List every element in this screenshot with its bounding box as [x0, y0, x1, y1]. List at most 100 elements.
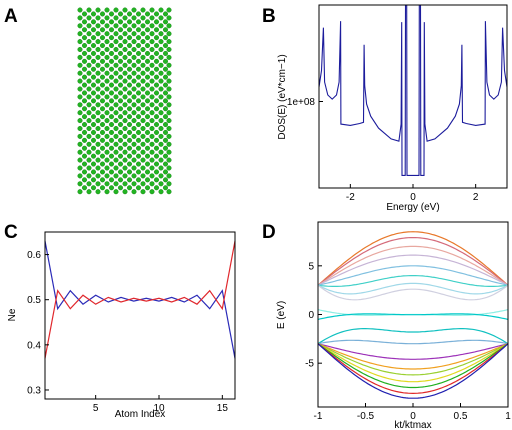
lattice-atom — [122, 189, 128, 195]
lattice-atom — [158, 86, 164, 92]
lattice-atom — [113, 189, 119, 195]
lattice-atom — [166, 133, 172, 139]
lattice-atom — [162, 74, 168, 80]
lattice-atom — [104, 39, 110, 45]
lattice-atom — [104, 15, 110, 21]
lattice-atom — [104, 23, 110, 29]
lattice-atom — [158, 118, 164, 124]
band-structure-plot: -1 -0.5 0 0.5 1 -5 0 5 kt/ktmax E (eV) — [276, 221, 511, 430]
lattice-atom — [140, 86, 146, 92]
lattice-atom — [162, 90, 168, 96]
lattice-atom — [153, 129, 159, 135]
lattice-atom — [122, 39, 128, 45]
lattice-atom — [95, 149, 101, 155]
lattice-atom — [135, 185, 141, 191]
lattice-atom — [149, 181, 155, 187]
band-curve — [317, 237, 509, 286]
lattice-atom — [117, 169, 123, 175]
lattice-atom — [144, 145, 150, 151]
lattice-atom — [104, 157, 110, 163]
lattice-atom — [90, 11, 96, 17]
lattice-atom — [149, 86, 155, 92]
lattice-atom — [86, 141, 92, 147]
lattice-atom — [153, 114, 159, 120]
lattice-atom — [135, 82, 141, 88]
lattice-atom — [95, 181, 101, 187]
lattice-atom — [126, 74, 132, 80]
lattice-atom — [135, 137, 141, 143]
panel-letter-a: A — [4, 6, 18, 27]
lattice-atom — [135, 129, 141, 135]
lattice-atom — [95, 141, 101, 147]
lattice-atom — [131, 189, 137, 195]
lattice-atom — [158, 78, 164, 84]
ne-series-line-2 — [44, 240, 236, 359]
lattice-atom — [77, 47, 83, 53]
lattice-atom — [126, 122, 132, 128]
lattice-atom — [135, 153, 141, 159]
panel-letter-d: D — [262, 222, 276, 243]
lattice-atom — [126, 137, 132, 143]
lattice-atom — [81, 114, 87, 120]
lattice-atom — [149, 165, 155, 171]
lattice-atom — [77, 141, 83, 147]
lattice-atom — [158, 62, 164, 68]
lattice-atom — [140, 54, 146, 60]
lattice-atom — [158, 181, 164, 187]
lattice-atom — [126, 114, 132, 120]
lattice-atom — [99, 114, 105, 120]
lattice-atom — [86, 133, 92, 139]
lattice-atom — [113, 181, 119, 187]
lattice-atom — [108, 114, 114, 120]
lattice-atom — [131, 102, 137, 108]
lattice-atom — [131, 62, 137, 68]
lattice-atom — [126, 129, 132, 135]
lattice-atom — [86, 70, 92, 76]
lattice-atom — [81, 185, 87, 191]
lattice-atom — [149, 15, 155, 21]
lattice-atom — [95, 125, 101, 131]
lattice-atom — [158, 102, 164, 108]
lattice-atom — [162, 58, 168, 64]
lattice-atom — [90, 43, 96, 49]
lattice-atom — [99, 82, 105, 88]
lattice-atom — [149, 94, 155, 100]
lattice-atom — [108, 153, 114, 159]
lattice-atom — [166, 78, 172, 84]
lattice-atom — [149, 39, 155, 45]
lattice-atom — [153, 82, 159, 88]
lattice-atom — [86, 102, 92, 108]
lattice-atom — [131, 173, 137, 179]
lattice-atom — [108, 43, 114, 49]
lattice-atom — [122, 47, 128, 53]
lattice-atom — [77, 118, 83, 124]
lattice-atom — [99, 11, 105, 17]
lattice-atom — [108, 27, 114, 33]
lattice-atom — [77, 31, 83, 37]
band-curve — [317, 339, 509, 345]
lattice-atom — [113, 15, 119, 21]
lattice-atom — [131, 86, 137, 92]
lattice-atom — [104, 54, 110, 60]
lattice-atom — [166, 157, 172, 163]
lattice-atom — [140, 149, 146, 155]
lattice-atom — [108, 106, 114, 112]
lattice-atom — [126, 19, 132, 25]
lattice-atom — [90, 82, 96, 88]
band-x-axis-title: kt/ktmax — [394, 420, 431, 430]
lattice-atom — [117, 35, 123, 41]
lattice-atom — [86, 15, 92, 21]
lattice-atom — [86, 39, 92, 45]
lattice-atom — [158, 149, 164, 155]
lattice-atom — [162, 106, 168, 112]
lattice-atom — [153, 90, 159, 96]
band-curve — [317, 343, 509, 376]
band-curve — [317, 343, 509, 383]
lattice-atom — [113, 125, 119, 131]
lattice-atom — [144, 11, 150, 17]
lattice-atom — [166, 181, 172, 187]
lattice-atom — [135, 43, 141, 49]
band-curve — [317, 343, 509, 370]
ne-x-tick-label: 10 — [153, 403, 165, 414]
